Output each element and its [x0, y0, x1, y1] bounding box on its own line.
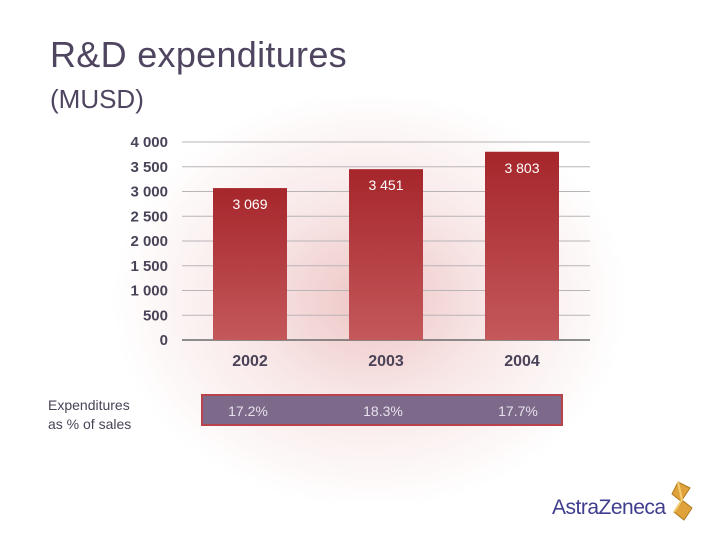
pct-value-2004: 17.7%	[498, 403, 538, 419]
x-axis-ticks: 2002 2003 2004	[232, 353, 540, 370]
data-label-2003: 3 451	[368, 177, 403, 193]
y-tick-label: 1 000	[130, 283, 168, 300]
data-label-2002: 3 069	[232, 196, 267, 212]
astrazeneca-logo: AstraZeneca	[552, 478, 702, 521]
pct-of-sales-box: 17.2% 18.3% 17.7%	[201, 394, 563, 426]
pct-row-label-line1: Expenditures	[48, 397, 130, 413]
y-tick-label: 3 500	[130, 159, 168, 176]
x-tick-label: 2003	[368, 353, 404, 370]
y-tick-label: 2 500	[130, 208, 168, 225]
y-axis-ticks: 0 500 1 000 1 500 2 000 2 500 3 000 3 500 4 000	[130, 134, 168, 349]
bar-2004	[485, 151, 559, 340]
y-tick-label: 0	[160, 332, 168, 349]
bar-2003	[349, 169, 423, 340]
y-tick-label: 2 000	[130, 233, 168, 250]
logo-text: AstraZeneca	[552, 496, 666, 519]
pct-row-label: Expenditures as % of sales	[48, 396, 131, 434]
x-tick-label: 2004	[504, 353, 540, 370]
x-tick-label: 2002	[232, 353, 268, 370]
y-tick-label: 500	[143, 307, 168, 324]
y-tick-label: 1 500	[130, 258, 168, 275]
page-subtitle: (MUSD)	[50, 84, 144, 114]
page-title: R&D expenditures	[50, 34, 347, 75]
pct-value-2002: 17.2%	[228, 403, 268, 419]
pct-row-label-line2: as % of sales	[48, 416, 132, 432]
data-labels: 3 069 3 451 3 803	[232, 160, 539, 212]
y-tick-label: 3 000	[130, 184, 168, 201]
data-label-2004: 3 803	[504, 160, 539, 176]
y-tick-label: 4 000	[130, 134, 168, 151]
pct-value-2003: 18.3%	[363, 403, 403, 419]
bar-2002	[213, 188, 287, 340]
logo-mark-icon	[671, 481, 693, 521]
bars	[213, 151, 559, 340]
